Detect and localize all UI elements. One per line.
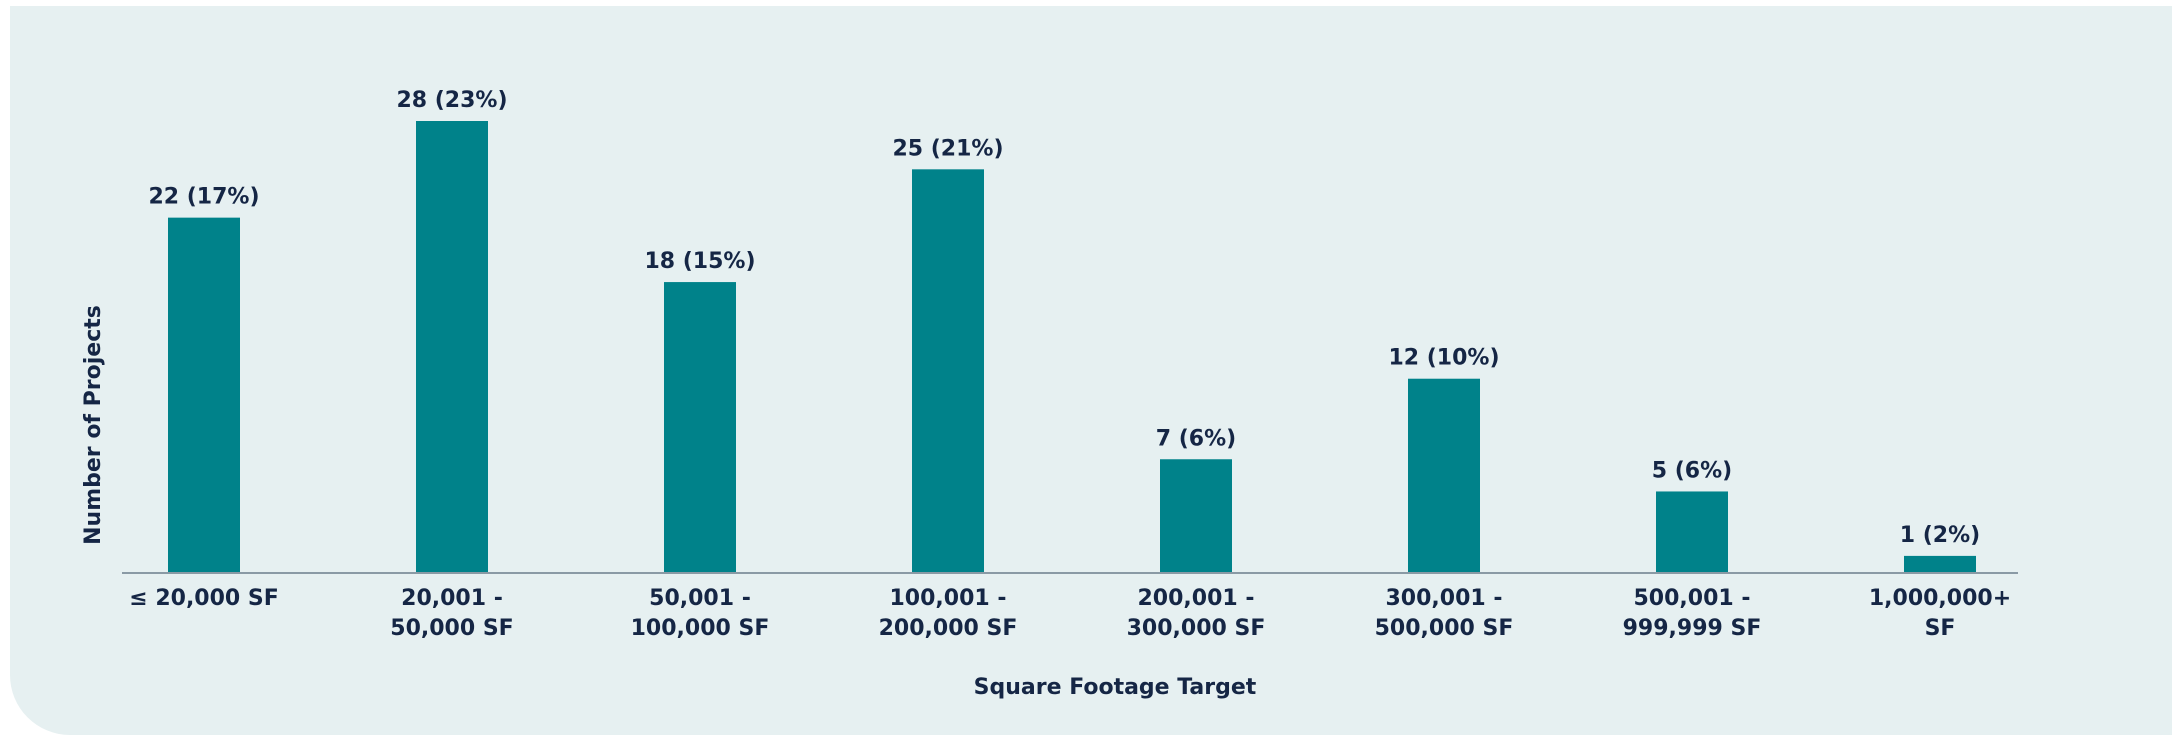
bar	[1160, 459, 1232, 572]
x-tick-label: ≤ 20,000 SF	[129, 586, 279, 611]
bar	[1904, 555, 1976, 572]
x-tick-label: 500,001 - 999,999 SF	[1622, 586, 1762, 641]
x-tick-label: 50,001 - 100,000 SF	[630, 586, 770, 641]
x-axis-label: Square Footage Target	[974, 675, 1257, 700]
x-tick-label: 1,000,000+ SF	[1868, 586, 2012, 641]
bar	[1408, 378, 1480, 572]
value-label: 22 (17%)	[148, 185, 259, 210]
value-label: 5 (6%)	[1652, 458, 1732, 483]
x-tick-label: 300,001 - 500,000 SF	[1374, 586, 1514, 641]
bar	[664, 282, 736, 572]
bar	[1656, 491, 1728, 572]
x-tick-label: 200,001 - 300,000 SF	[1126, 586, 1266, 641]
chart-panel	[10, 6, 2172, 735]
bar	[912, 169, 984, 573]
value-label: 1 (2%)	[1900, 523, 1980, 548]
x-tick-label: 100,001 - 200,000 SF	[878, 586, 1018, 641]
y-axis-label: Number of Projects	[81, 305, 106, 545]
bar	[168, 217, 240, 572]
value-label: 28 (23%)	[396, 88, 507, 113]
bar	[416, 121, 488, 572]
value-label: 25 (21%)	[892, 136, 1003, 161]
x-tick-label: 20,001 - 50,000 SF	[390, 586, 514, 641]
value-label: 12 (10%)	[1388, 346, 1499, 371]
value-label: 18 (15%)	[644, 249, 755, 274]
value-label: 7 (6%)	[1156, 426, 1236, 451]
